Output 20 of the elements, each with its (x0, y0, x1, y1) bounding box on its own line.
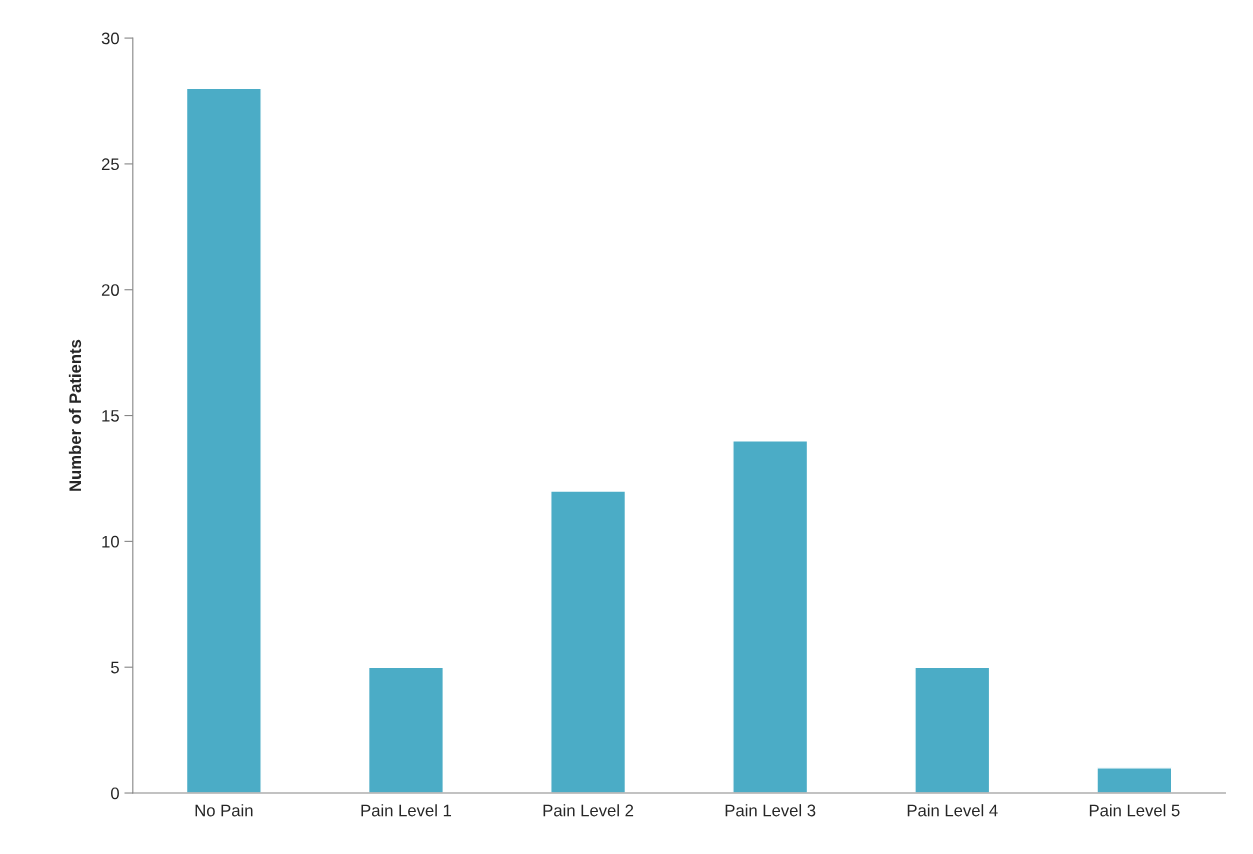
y-tick-label: 5 (111, 661, 119, 674)
x-tick-label: No Pain (195, 804, 253, 817)
y-tick-label: 30 (101, 32, 119, 45)
y-axis-title: Number of Patients (68, 339, 82, 491)
y-tick-label: 15 (102, 410, 119, 422)
x-tick-label: Pain Level 2 (543, 804, 634, 817)
x-tick-label: Pain Level 4 (907, 804, 998, 817)
bar (185, 87, 262, 794)
x-tick-label: Pain Level 5 (1089, 804, 1180, 817)
y-tick-label: 20 (101, 284, 119, 296)
bar (550, 490, 627, 794)
y-tick-label: 0 (111, 787, 119, 800)
x-tick-label: Pain Level 3 (725, 804, 816, 817)
x-tick-label: Pain Level 1 (361, 804, 452, 817)
y-tick-label: 10 (102, 535, 119, 548)
bar (367, 666, 444, 794)
bar (1096, 767, 1173, 794)
bar (732, 440, 809, 794)
y-tick-label: 25 (101, 158, 119, 171)
bar (914, 666, 991, 794)
